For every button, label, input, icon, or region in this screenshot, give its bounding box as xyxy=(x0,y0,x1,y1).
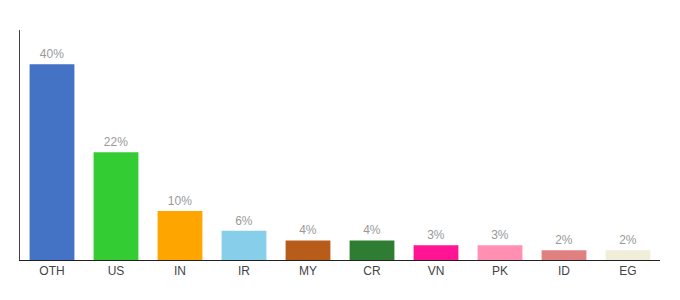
svg-text:10%: 10% xyxy=(168,194,192,208)
svg-text:EG: EG xyxy=(619,264,636,278)
svg-text:CR: CR xyxy=(363,264,381,278)
svg-text:OTH: OTH xyxy=(39,264,64,278)
svg-text:IN: IN xyxy=(174,264,186,278)
svg-text:US: US xyxy=(108,264,125,278)
svg-text:3%: 3% xyxy=(491,228,509,242)
svg-text:6%: 6% xyxy=(235,214,253,228)
svg-text:ID: ID xyxy=(558,264,570,278)
svg-text:2%: 2% xyxy=(619,233,637,247)
svg-text:2%: 2% xyxy=(555,233,573,247)
svg-text:PK: PK xyxy=(492,264,508,278)
svg-text:4%: 4% xyxy=(299,223,317,237)
svg-text:3%: 3% xyxy=(427,228,445,242)
svg-text:22%: 22% xyxy=(104,135,128,149)
svg-text:VN: VN xyxy=(428,264,445,278)
svg-text:40%: 40% xyxy=(40,47,64,61)
svg-text:4%: 4% xyxy=(363,223,381,237)
svg-text:MY: MY xyxy=(299,264,317,278)
svg-text:IR: IR xyxy=(238,264,250,278)
